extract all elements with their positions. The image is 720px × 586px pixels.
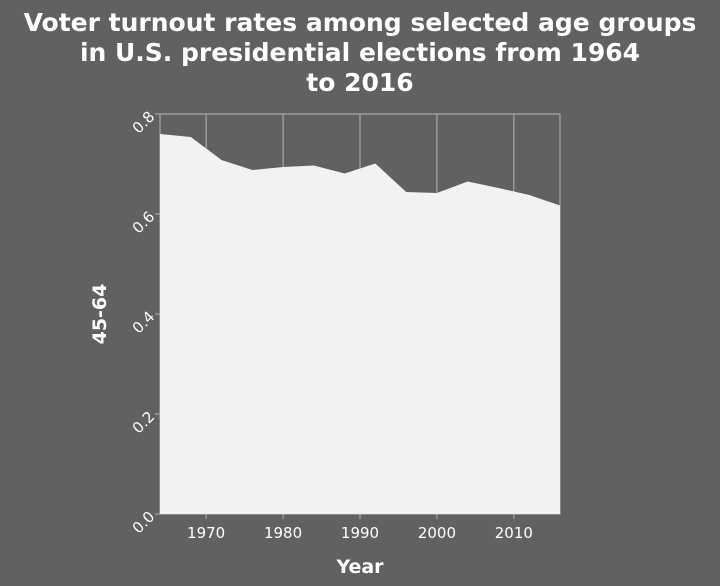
y-tick-label: 0.4	[129, 308, 159, 338]
area-series	[160, 134, 560, 514]
x-tick-label: 1970	[187, 524, 225, 542]
chart-title-line-2: in U.S. presidential elections from 1964	[80, 38, 640, 67]
x-tick-label: 1990	[341, 524, 379, 542]
chart-title-line-1: Voter turnout rates among selected age g…	[24, 8, 697, 37]
y-axis-ticks: 0.0 0.2 0.4 0.6 0.8	[129, 108, 160, 538]
x-tick-label: 1980	[264, 524, 302, 542]
y-tick-label: 0.8	[129, 108, 159, 138]
x-tick-label: 2000	[418, 524, 456, 542]
x-axis-ticks: 1970 1980 1990 2000 2010	[187, 514, 533, 542]
y-axis-label: 45-64	[89, 284, 111, 345]
y-tick-label: 0.0	[129, 508, 159, 538]
x-tick-label: 2010	[495, 524, 533, 542]
x-axis-label: Year	[335, 556, 384, 578]
chart-title-line-3: to 2016	[306, 68, 413, 97]
y-tick-label: 0.2	[129, 408, 159, 438]
y-tick-label: 0.6	[129, 208, 159, 238]
